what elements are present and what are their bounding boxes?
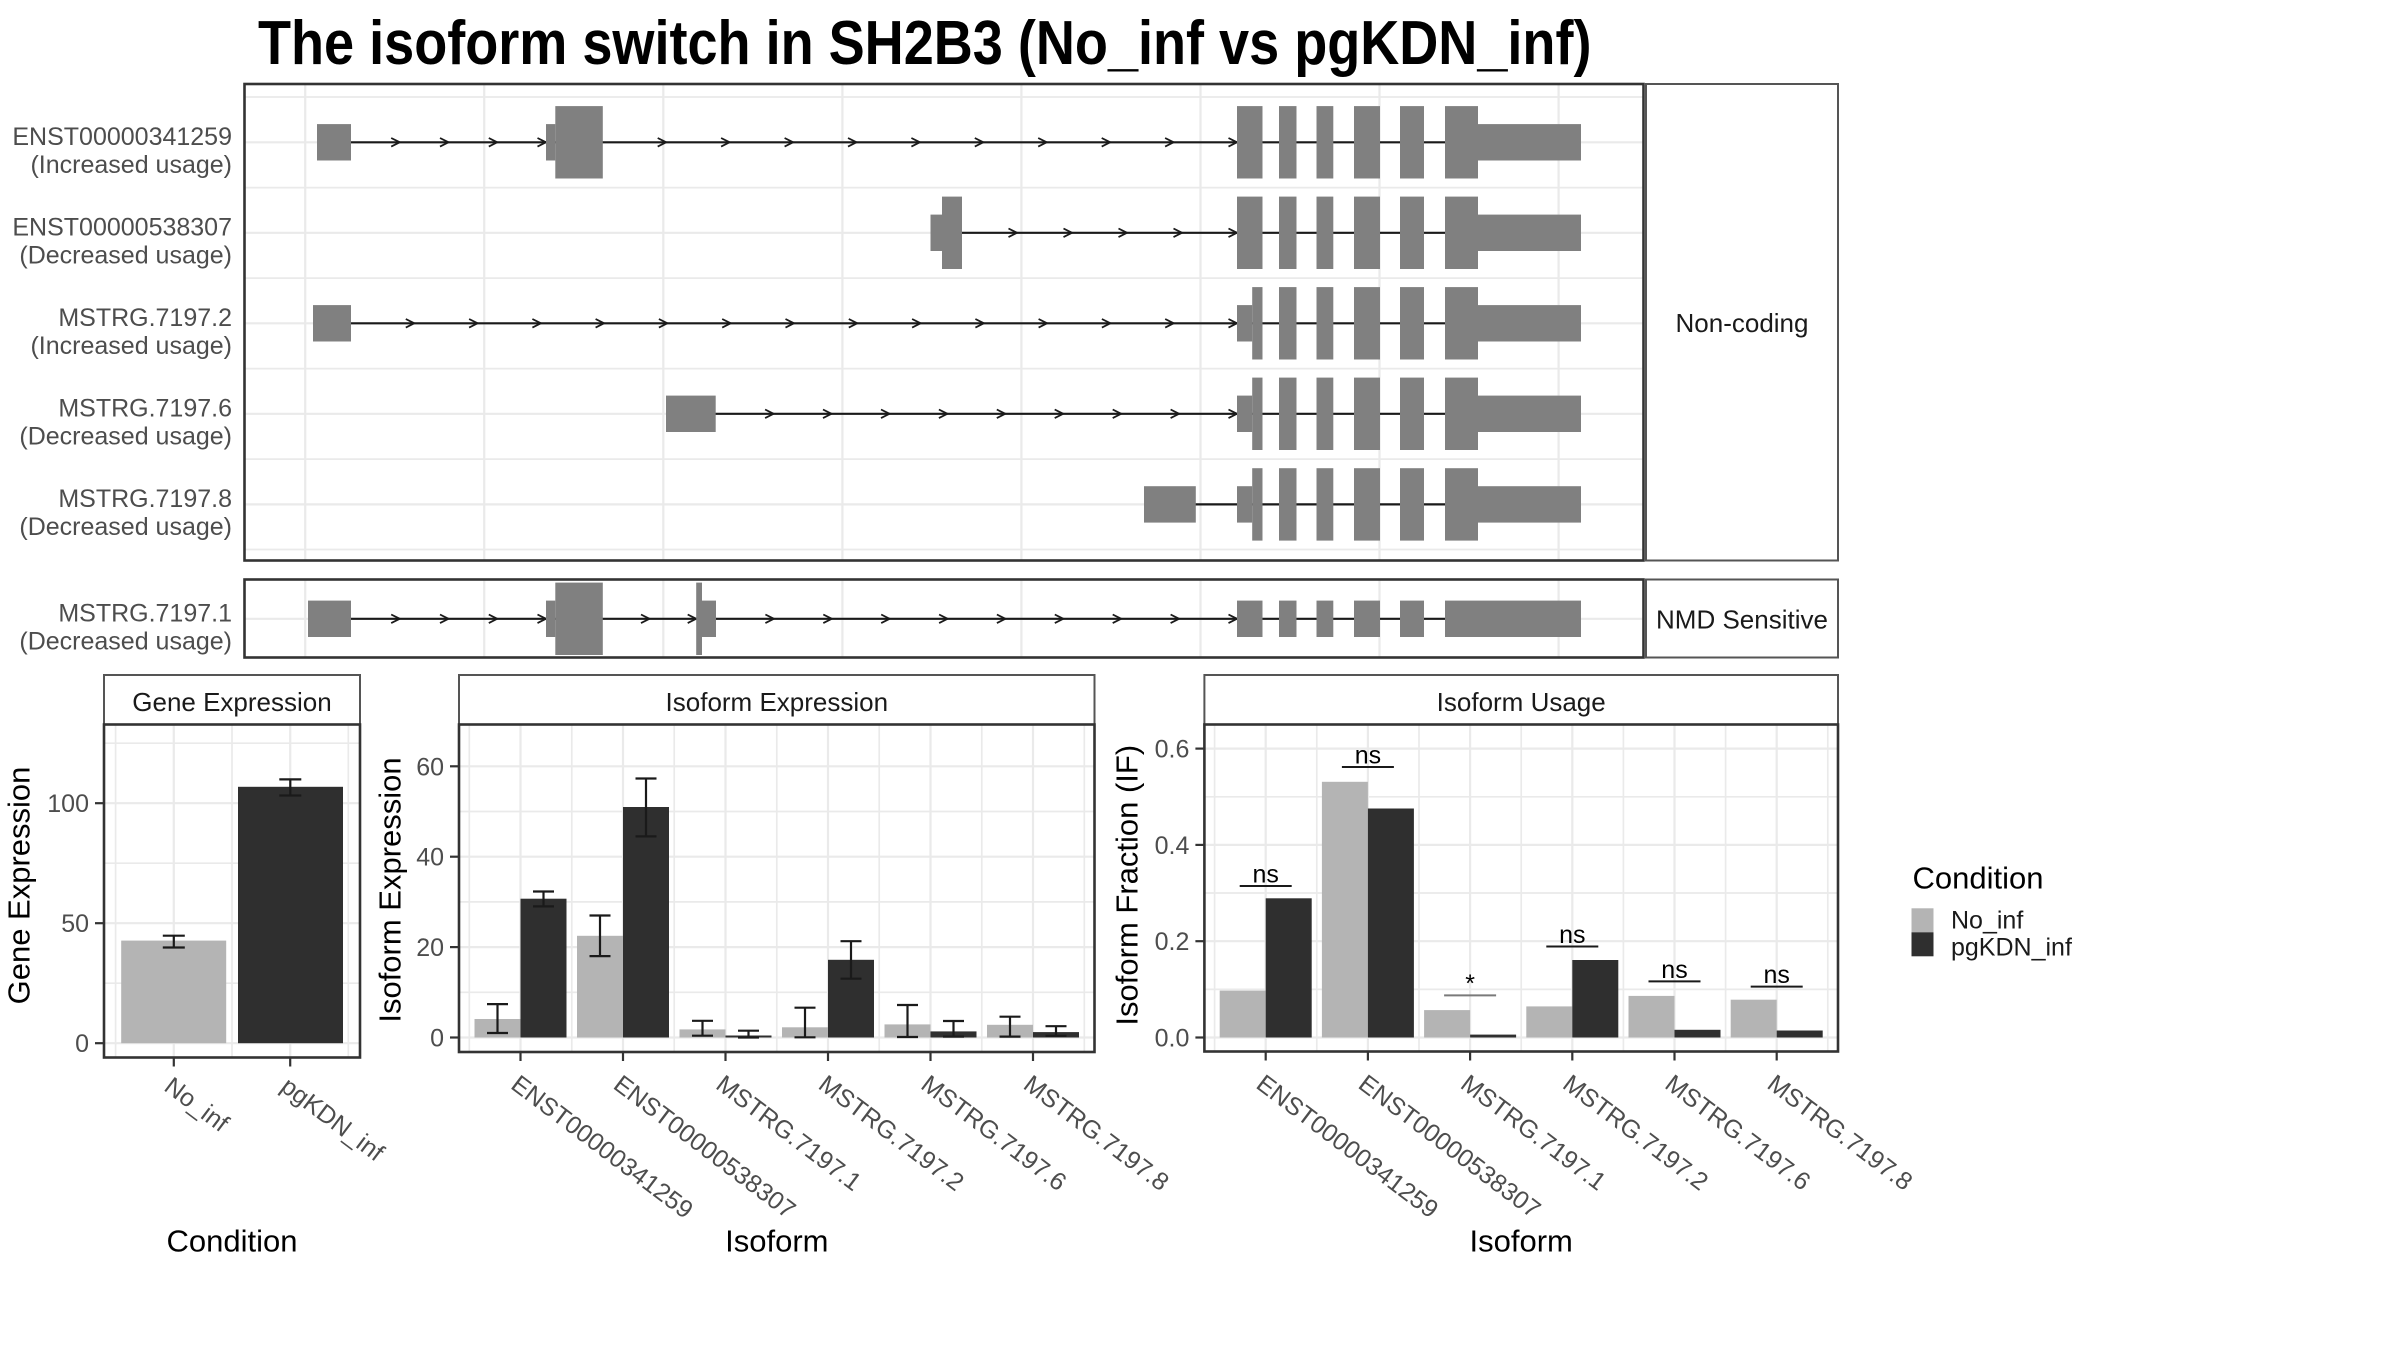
svg-text:(Decreased usage): (Decreased usage) [19, 422, 232, 450]
svg-text:Isoform Expression: Isoform Expression [666, 687, 889, 717]
svg-text:Isoform Fraction (IF): Isoform Fraction (IF) [1110, 745, 1145, 1026]
svg-text:*: * [1465, 970, 1475, 998]
svg-text:(Decreased usage): (Decreased usage) [19, 513, 232, 541]
svg-text:MSTRG.7197.2: MSTRG.7197.2 [58, 304, 232, 332]
svg-text:NMD Sensitive: NMD Sensitive [1656, 604, 1828, 634]
svg-text:Condition: Condition [1913, 861, 2044, 896]
svg-text:No_inf: No_inf [1951, 907, 2023, 935]
svg-text:Isoform Usage: Isoform Usage [1437, 687, 1606, 717]
svg-text:60: 60 [416, 753, 444, 781]
svg-text:0.0: 0.0 [1155, 1025, 1190, 1053]
svg-text:(Decreased usage): (Decreased usage) [19, 241, 232, 269]
svg-text:pgKDN_inf: pgKDN_inf [1951, 933, 2072, 961]
svg-text:ENST00000538307: ENST00000538307 [12, 213, 232, 241]
svg-text:50: 50 [61, 910, 89, 938]
svg-text:Isoform Expression: Isoform Expression [373, 757, 408, 1022]
svg-text:MSTRG.7197.6: MSTRG.7197.6 [58, 394, 232, 422]
svg-text:0: 0 [430, 1025, 444, 1053]
svg-text:0.4: 0.4 [1155, 832, 1190, 860]
svg-text:ns: ns [1559, 921, 1585, 949]
svg-text:ns: ns [1355, 742, 1381, 770]
svg-text:0.6: 0.6 [1155, 736, 1190, 764]
svg-text:The isoform switch in SH2B3 (N: The isoform switch in SH2B3 (No_inf vs p… [258, 9, 1591, 78]
svg-text:ENST00000341259: ENST00000341259 [12, 123, 232, 151]
svg-text:0.2: 0.2 [1155, 928, 1190, 956]
svg-text:(Decreased usage): (Decreased usage) [19, 627, 232, 655]
svg-text:Isoform: Isoform [725, 1224, 828, 1259]
svg-text:Gene Expression: Gene Expression [132, 687, 331, 717]
svg-text:(Increased usage): (Increased usage) [30, 151, 232, 179]
svg-text:ns: ns [1763, 961, 1789, 989]
svg-text:Condition: Condition [167, 1224, 298, 1259]
svg-text:Non-coding: Non-coding [1676, 308, 1809, 338]
svg-text:Isoform: Isoform [1470, 1224, 1573, 1259]
svg-text:MSTRG.7197.8: MSTRG.7197.8 [58, 485, 232, 513]
svg-text:ns: ns [1661, 956, 1687, 984]
svg-text:ns: ns [1252, 861, 1278, 889]
svg-text:40: 40 [416, 844, 444, 872]
svg-text:0: 0 [75, 1030, 89, 1058]
svg-text:20: 20 [416, 934, 444, 962]
svg-text:100: 100 [47, 790, 89, 818]
svg-text:(Increased usage): (Increased usage) [30, 332, 232, 360]
svg-text:Gene Expression: Gene Expression [2, 767, 37, 1005]
svg-text:MSTRG.7197.1: MSTRG.7197.1 [58, 599, 232, 627]
